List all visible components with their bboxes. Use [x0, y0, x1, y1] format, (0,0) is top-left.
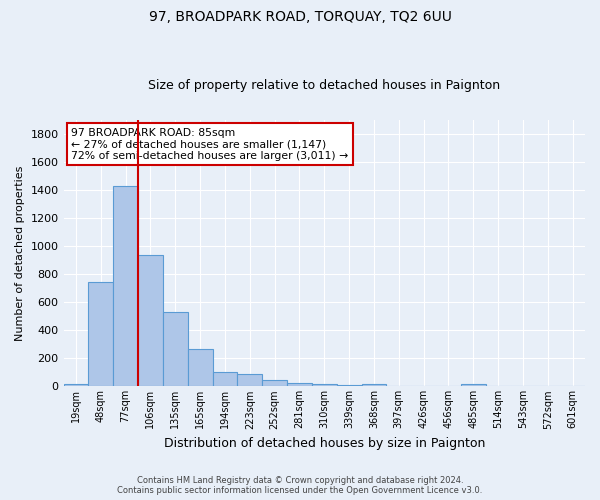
Bar: [262, 380, 287, 386]
Bar: [113, 186, 138, 386]
X-axis label: Distribution of detached houses by size in Paignton: Distribution of detached houses by size …: [164, 437, 485, 450]
Title: Size of property relative to detached houses in Paignton: Size of property relative to detached ho…: [148, 79, 500, 92]
Text: 97, BROADPARK ROAD, TORQUAY, TQ2 6UU: 97, BROADPARK ROAD, TORQUAY, TQ2 6UU: [149, 10, 451, 24]
Bar: [362, 384, 386, 386]
Bar: [88, 282, 113, 387]
Bar: [337, 385, 362, 386]
Bar: [312, 384, 337, 386]
Bar: [163, 312, 188, 386]
Bar: [238, 374, 262, 386]
Bar: [188, 349, 212, 387]
Y-axis label: Number of detached properties: Number of detached properties: [15, 166, 25, 340]
Bar: [64, 384, 88, 386]
Bar: [212, 372, 238, 386]
Text: 97 BROADPARK ROAD: 85sqm
← 27% of detached houses are smaller (1,147)
72% of sem: 97 BROADPARK ROAD: 85sqm ← 27% of detach…: [71, 128, 349, 161]
Bar: [287, 383, 312, 386]
Bar: [138, 255, 163, 386]
Bar: [461, 384, 485, 386]
Text: Contains HM Land Registry data © Crown copyright and database right 2024.
Contai: Contains HM Land Registry data © Crown c…: [118, 476, 482, 495]
